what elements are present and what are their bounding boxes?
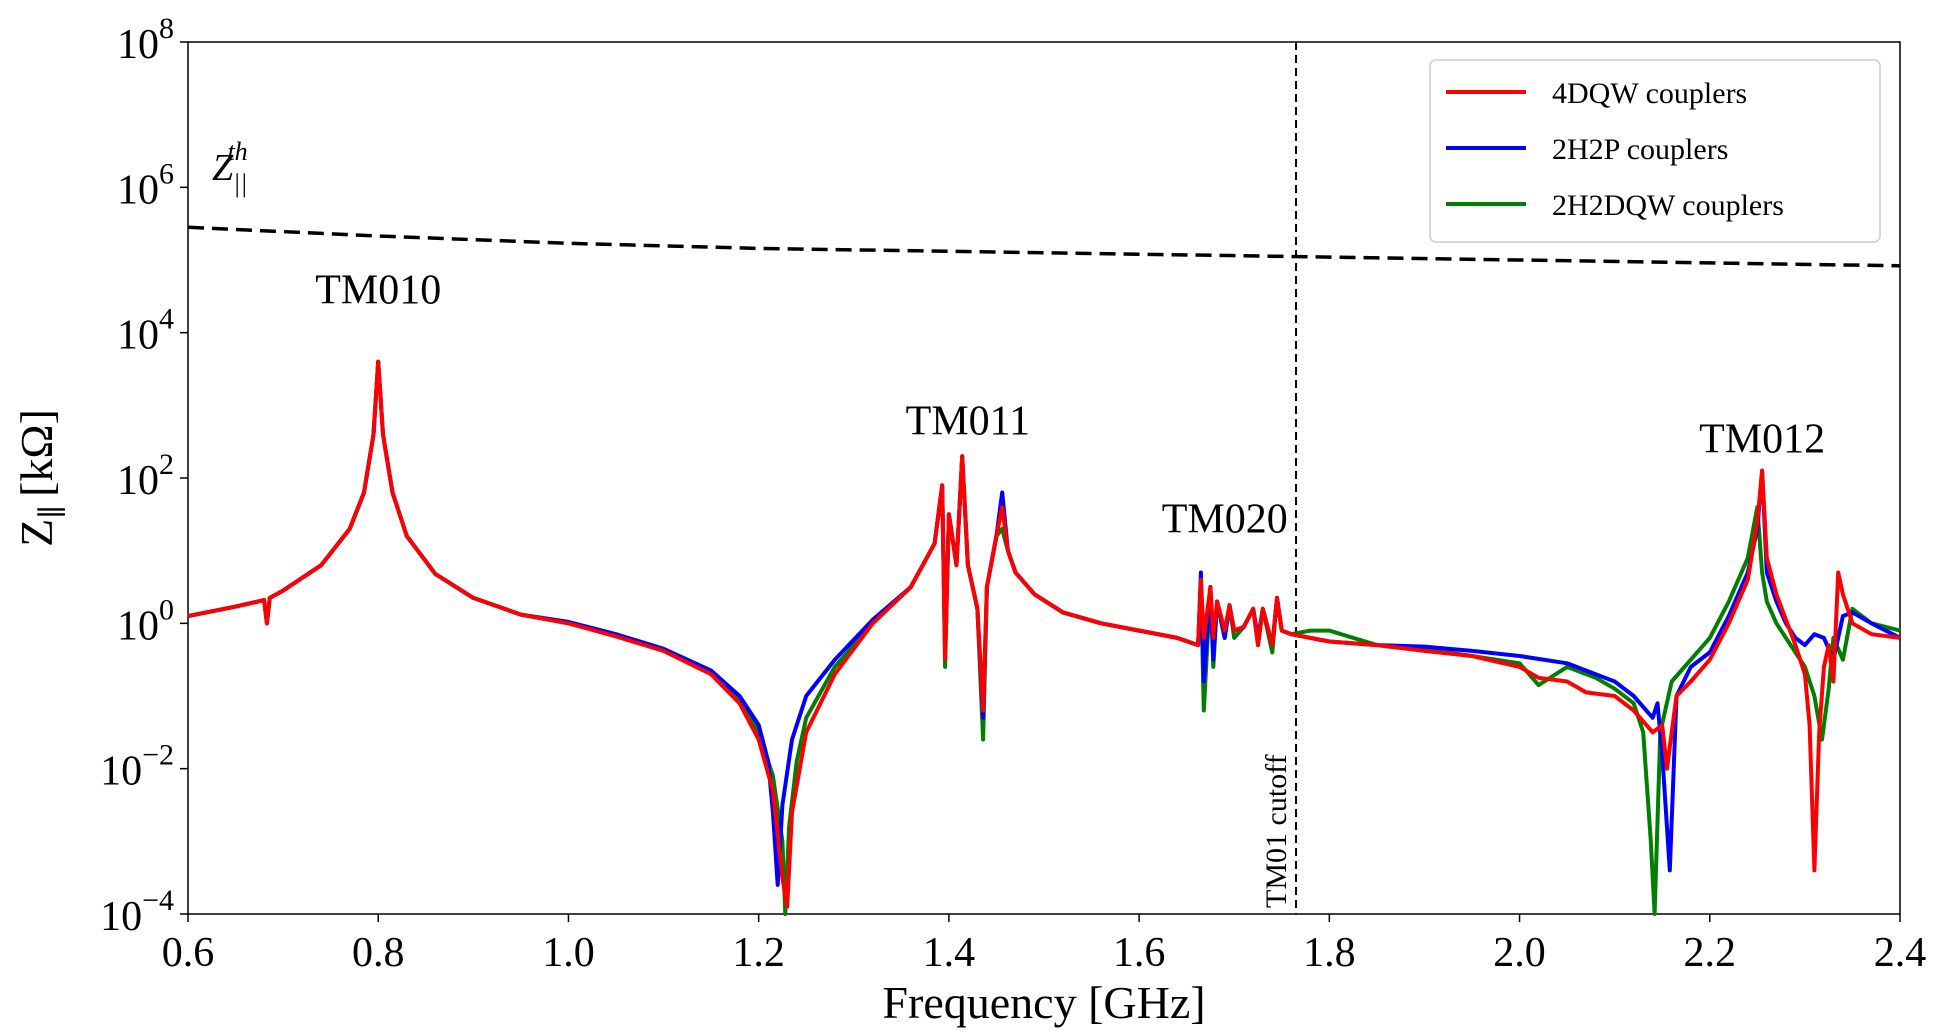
x-tick-label: 1.6: [1113, 930, 1166, 976]
y-tick-label: 10−4: [100, 884, 174, 940]
mode-annotation: TM010: [315, 268, 441, 314]
y-tick-label: 100: [117, 593, 174, 649]
series-line-0: [187, 359, 1901, 909]
threshold-line: [187, 225, 1901, 268]
threshold-layer: [187, 225, 1901, 268]
mode-annotation: TM012: [1699, 417, 1825, 463]
mode-annotation: TM020: [1162, 497, 1288, 543]
legend-box: [1429, 59, 1881, 243]
x-tick-label: 1.4: [923, 930, 976, 976]
x-tick-label: 1.8: [1303, 930, 1356, 976]
cutoff-layer: TM01 cutoff: [1260, 42, 1298, 914]
x-tick-label: 0.6: [162, 930, 215, 976]
mode-annotation: TM011: [906, 398, 1030, 444]
legend-label-2h2dqw: 2H2DQW couplers: [1552, 189, 1784, 222]
threshold-label: Z||th: [212, 137, 248, 198]
y-tick-label: 10−2: [100, 739, 174, 795]
y-tick-label: 102: [117, 448, 174, 504]
legend-label-4dqw: 4DQW couplers: [1552, 77, 1747, 110]
axis-ticks: 0.6 0.8 1.0 1.2 1.4 1.6 1.8 2.0 2.2 2.4 10−4 10−2 10…: [100, 12, 1926, 976]
x-tick-label: 2.2: [1684, 930, 1737, 976]
x-tick-label: 2.0: [1493, 930, 1546, 976]
legend: 4DQW couplers 2H2P couplers 2H2DQW coupl…: [1429, 59, 1881, 243]
x-tick-label: 1.0: [542, 930, 595, 976]
y-tick-label: 106: [117, 157, 174, 213]
x-tick-label: 1.2: [732, 930, 785, 976]
annotation-layer: TM010 TM011 TM020 TM012: [315, 268, 1825, 543]
y-tick-label: 108: [117, 12, 174, 68]
legend-label-2h2p: 2H2P couplers: [1552, 133, 1728, 166]
x-axis-label: Frequency [GHz]: [882, 977, 1205, 1028]
x-tick-label: 0.8: [352, 930, 405, 976]
x-tick-label: 2.4: [1874, 930, 1927, 976]
series-layer: [187, 359, 1901, 916]
y-axis-label: Z∥[kΩ]: [11, 409, 69, 547]
y-tick-label: 104: [117, 303, 174, 359]
cutoff-label: TM01 cutoff: [1260, 754, 1293, 908]
